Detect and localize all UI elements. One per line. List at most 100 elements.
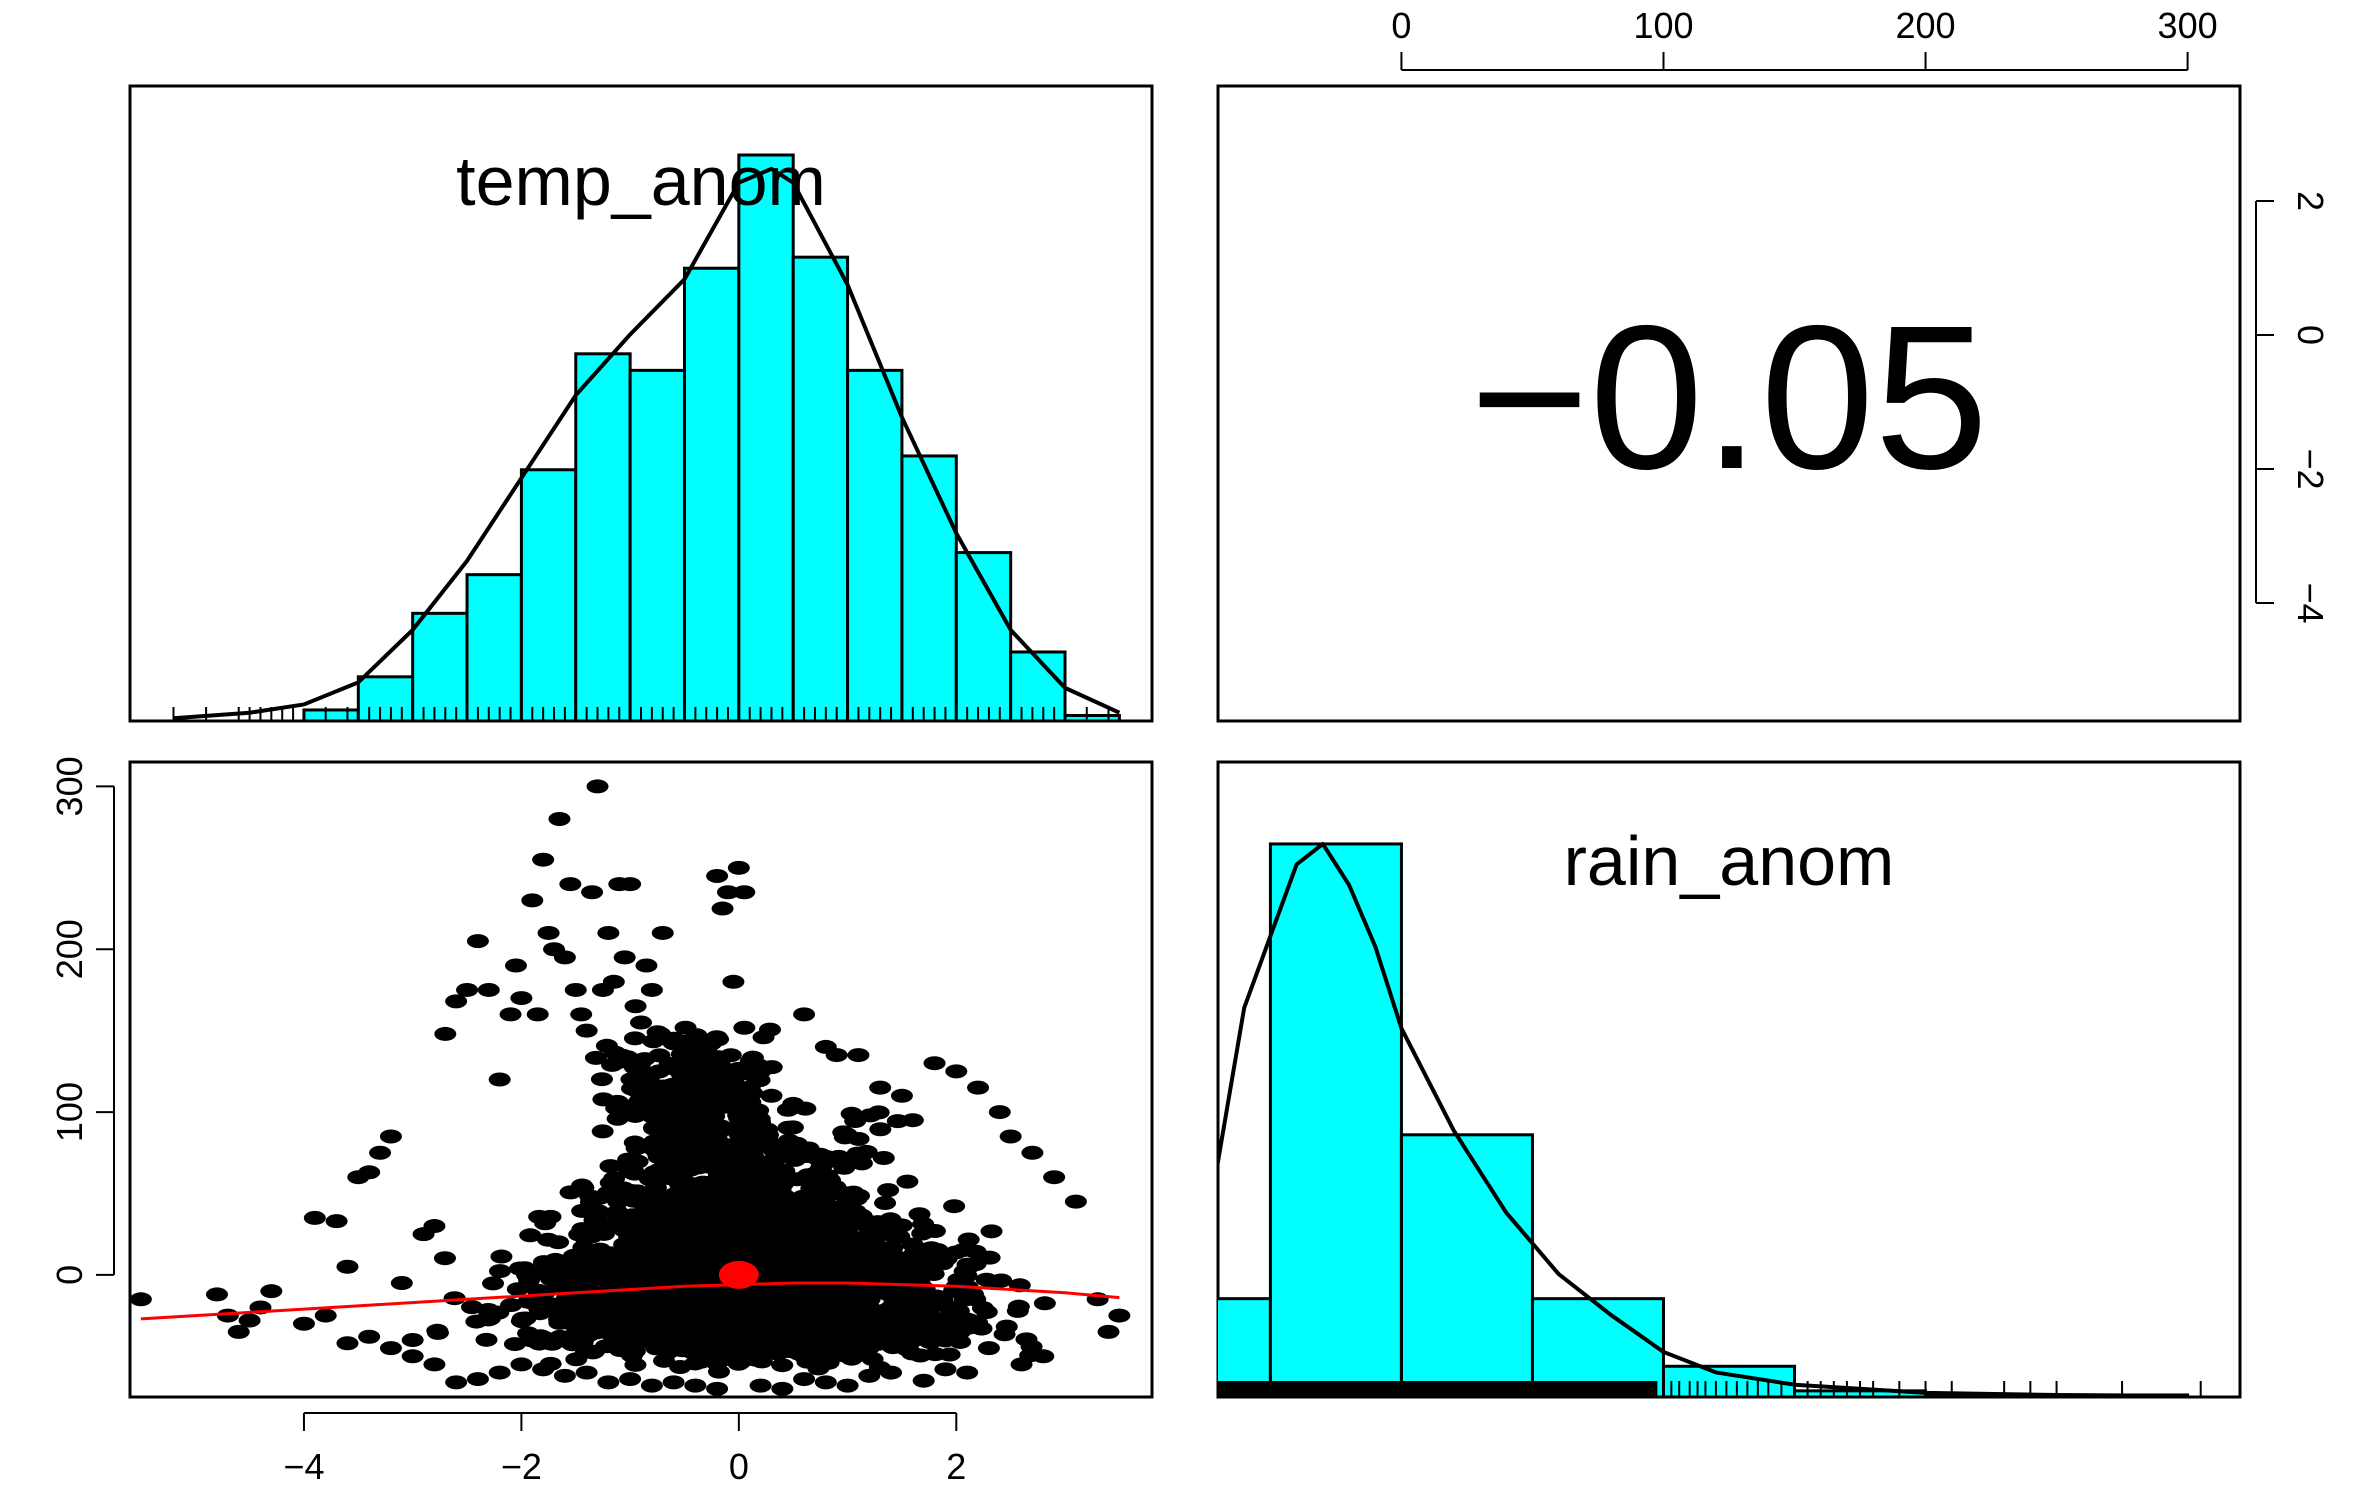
scatter-point — [746, 1211, 769, 1226]
scatter-point — [423, 1357, 446, 1372]
scatter-point — [836, 1378, 859, 1393]
scatter-point — [749, 1115, 772, 1130]
scatter-point — [608, 1054, 631, 1069]
scatter-point — [511, 1311, 534, 1326]
scatter-point — [336, 1259, 359, 1274]
scatter-point — [880, 1214, 903, 1229]
scatter-point — [861, 1215, 884, 1230]
scatter-point — [938, 1347, 961, 1362]
scatter-point — [750, 1158, 773, 1173]
scatter-point — [1033, 1296, 1056, 1311]
scatter-point — [612, 1339, 635, 1354]
scatter-point — [543, 1268, 566, 1283]
scatter-point — [379, 1341, 402, 1356]
scatter-point — [478, 1311, 501, 1326]
scatter-point — [833, 1285, 856, 1300]
x-tick-label-top: 100 — [1633, 5, 1693, 46]
x-tick-label-bottom: 2 — [946, 1446, 966, 1486]
scatter-point — [602, 974, 625, 989]
scatter-point — [771, 1343, 794, 1358]
scatter-point — [532, 1362, 555, 1377]
scatter-point — [844, 1114, 867, 1129]
scatter-point — [724, 1304, 747, 1319]
scatter-point — [597, 1375, 620, 1390]
scatter-point — [836, 1323, 859, 1338]
x-tick-label-top: 200 — [1895, 5, 1955, 46]
scatter-point — [681, 1201, 704, 1216]
scatter-point — [260, 1284, 283, 1299]
scatter-point — [1021, 1145, 1044, 1160]
scatter-point — [877, 1287, 900, 1302]
scatter-point — [717, 1339, 740, 1354]
scatter-point — [401, 1349, 424, 1364]
scatter-point — [130, 1292, 152, 1307]
scatter-point — [643, 1104, 666, 1119]
scatter-point — [540, 1303, 563, 1318]
scatter-point — [708, 1293, 731, 1308]
temp-anom-histogram-layer — [172, 153, 1121, 721]
scatter-point — [957, 1312, 980, 1327]
scatter-point — [612, 1325, 635, 1340]
scatter-point — [619, 1372, 642, 1387]
scatter-point — [1010, 1357, 1033, 1372]
scatter-point — [434, 1026, 457, 1041]
temp-anom-bar — [519, 468, 578, 721]
scatter-point — [684, 1378, 707, 1393]
scatter-point — [466, 1372, 489, 1387]
scatter-point — [695, 1096, 718, 1111]
scatter-point — [553, 950, 576, 965]
scatter-point — [750, 1331, 773, 1346]
scatter-point — [846, 1146, 869, 1161]
scatter-point — [858, 1292, 881, 1307]
scatter-point — [693, 1284, 716, 1299]
scatter-point — [445, 1375, 468, 1390]
scatter-point — [975, 1304, 998, 1319]
scatter-point — [839, 1218, 862, 1233]
scatter-point — [764, 1201, 787, 1216]
scatter-point — [559, 877, 582, 892]
scatter-point — [708, 1352, 731, 1367]
scatter-point — [999, 1129, 1022, 1144]
scatter-point — [620, 1184, 643, 1199]
scatter-point — [576, 1303, 599, 1318]
scatter-point — [227, 1324, 250, 1339]
scatter-point — [466, 934, 489, 949]
scatter-point — [874, 1196, 897, 1211]
y-tick-label-right: 0 — [2290, 325, 2331, 345]
scatter-point — [896, 1279, 919, 1294]
scatter-point — [499, 1007, 522, 1022]
scatter-point — [912, 1373, 935, 1388]
scatter-point — [641, 1326, 664, 1341]
scatter-point — [597, 925, 620, 940]
scatter-point — [722, 1198, 745, 1213]
scatter-point — [445, 994, 468, 1009]
scatter-point — [649, 1164, 672, 1179]
scatter-point — [673, 1064, 696, 1079]
scatter-point — [477, 982, 500, 997]
scatter-point — [956, 1365, 979, 1380]
scatter-point — [657, 1119, 680, 1134]
scatter-point — [845, 1191, 868, 1206]
scatter-point — [934, 1362, 957, 1377]
scatter-point — [1015, 1332, 1038, 1347]
scatter-point — [594, 1339, 617, 1354]
scatter-point — [565, 1352, 588, 1367]
scatter-point — [379, 1129, 402, 1144]
scatter-point — [693, 1069, 716, 1084]
scatter-point — [835, 1127, 858, 1142]
scatter-point — [704, 1325, 727, 1340]
scatter-point — [771, 1358, 794, 1373]
scatter-point — [795, 1302, 818, 1317]
panel-correlation — [1216, 84, 2242, 723]
scatter-point — [1064, 1194, 1087, 1209]
scatter-point — [591, 1313, 614, 1328]
y-tick-label-left: 100 — [49, 1082, 90, 1142]
scatter-point — [717, 1154, 740, 1169]
scatter-point — [765, 1169, 788, 1184]
scatter-point — [814, 1375, 837, 1390]
scatter-point — [456, 982, 479, 997]
temp-anom-bar — [900, 454, 958, 721]
scatter-point — [591, 1124, 614, 1139]
scatter-point — [645, 1079, 668, 1094]
